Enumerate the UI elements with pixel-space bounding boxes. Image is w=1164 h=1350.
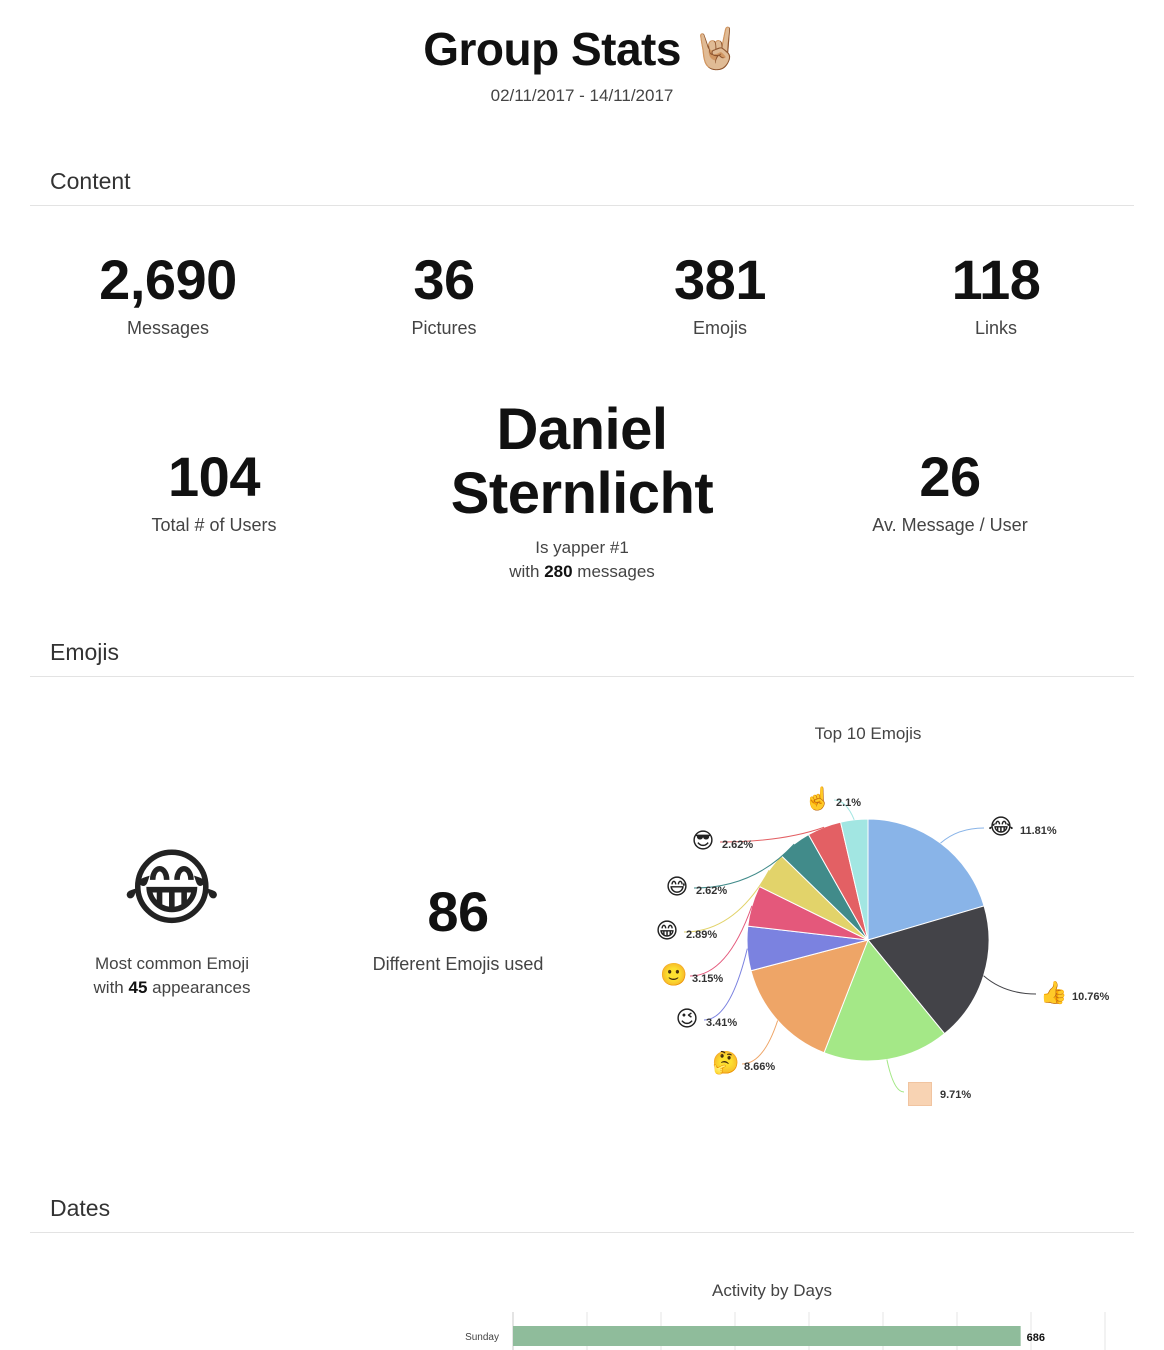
- bar-chart-title: Activity by Days: [712, 1281, 832, 1300]
- pie-label-percent: 2.62%: [722, 839, 754, 851]
- stat-emojis-label: Emojis: [692, 318, 747, 338]
- pie-label-emoji: 🤔: [712, 1050, 740, 1075]
- pie-label-percent: 2.62%: [696, 885, 728, 897]
- stat-avg-label: Av. Message / User: [872, 515, 1028, 535]
- activity-by-days-chart: Sunday 686: [440, 1308, 1140, 1350]
- yapper-caption: Is yapper #1: [535, 538, 629, 557]
- pie-slice[interactable]: [839, 818, 869, 941]
- pie-label-emoji: 😂: [988, 814, 1014, 839]
- section-header-content: Content: [30, 166, 1134, 206]
- bar-chart-svg: Sunday 686: [465, 1312, 1106, 1350]
- stat-different-emojis: 86 Different Emojis used: [348, 884, 568, 975]
- pie-connector: [741, 1020, 779, 1065]
- title-row: Group Stats 🤘🏼: [423, 22, 741, 76]
- pie-connector: [833, 799, 855, 820]
- pie-connector: [683, 869, 770, 933]
- stat-pictures: 36 Pictures: [334, 252, 554, 339]
- tears-of-joy-icon: 😂: [122, 841, 222, 935]
- stat-avg-messages: 26 Av. Message / User: [840, 449, 1060, 536]
- different-emojis-label: Different Emojis used: [372, 954, 544, 974]
- pie-connector: [719, 826, 825, 843]
- yapper-message-count: 280: [544, 562, 573, 581]
- pie-label-percent: 9.71%: [940, 1089, 972, 1101]
- stat-total-users: 104 Total # of Users: [104, 449, 324, 536]
- pie-label-emoji: 🙂: [660, 962, 688, 987]
- stat-pictures-label: Pictures: [411, 318, 477, 338]
- pie-slice[interactable]: [750, 939, 869, 1054]
- top-emojis-pie-chart: 😂 11.81% 👍 10.76% 9.71% 🤔 8.66% 😉 3.41% 🙂 3.15% 😁 2.…: [620, 760, 1140, 1120]
- most-common-caption: Most common Emoji: [95, 954, 249, 973]
- yapper-count-line: with 280 messages: [382, 560, 782, 584]
- appearances-line: with 45 appearances: [62, 976, 282, 1000]
- pie-chart-title: Top 10 Emojis: [814, 724, 922, 743]
- section-title-emojis: Emojis: [50, 639, 120, 665]
- pie-label-emoji: 👍: [1040, 980, 1068, 1005]
- pie-connector: [886, 1059, 905, 1093]
- bar-category-label: Sunday: [465, 1332, 499, 1343]
- yapper-name-first: Daniel: [496, 397, 668, 462]
- appearances-count: 45: [128, 978, 148, 997]
- section-header-dates: Dates: [30, 1193, 1134, 1233]
- section-header-emojis: Emojis: [30, 637, 1134, 677]
- yapper-caption-block: Is yapper #1 with 280 messages: [382, 536, 782, 584]
- yapper-with-text: with: [509, 562, 540, 581]
- stat-links-label: Links: [974, 318, 1018, 338]
- stat-links: 118 Links: [886, 252, 1106, 339]
- pie-connector: [983, 975, 1037, 995]
- pie-label-percent: 3.41%: [706, 1017, 738, 1029]
- yapper-messages-text: messages: [577, 562, 655, 581]
- stat-emojis-value: 381: [674, 248, 766, 311]
- most-common-emoji-stat: 😂 Most common Emoji with 45 appearances: [62, 846, 282, 1000]
- bar-sunday[interactable]: [513, 1326, 1021, 1346]
- pie-label-percent: 2.1%: [836, 797, 862, 809]
- pie-label-percent: 2.89%: [686, 929, 718, 941]
- pie-label-percent: 11.81%: [1020, 825, 1057, 837]
- stat-avg-value: 26: [919, 445, 981, 508]
- section-title-dates: Dates: [50, 1195, 111, 1221]
- bar-value-label: 686: [1027, 1332, 1045, 1344]
- most-common-caption-block: Most common Emoji with 45 appearances: [62, 952, 282, 1000]
- page-title: Group Stats: [423, 23, 681, 75]
- yapper-name-last: Sternlicht: [450, 461, 714, 526]
- appearances-with-text: with: [93, 978, 124, 997]
- pie-connector: [703, 948, 748, 1021]
- stat-total-users-value: 104: [168, 445, 260, 508]
- pie-label-emoji: 😁: [655, 918, 679, 943]
- pie-connector: [940, 827, 985, 844]
- pie-label-percent: 8.66%: [744, 1061, 776, 1073]
- stat-messages: 2,690 Messages: [58, 252, 278, 339]
- pie-label-emoji: ☝️: [804, 786, 832, 811]
- top-yapper: Daniel Sternlicht Is yapper #1 with 280 …: [382, 398, 782, 584]
- pie-slice[interactable]: [867, 818, 985, 941]
- page-header: Group Stats 🤘🏼 02/11/2017 - 14/11/2017: [0, 22, 1164, 106]
- pie-label-emoji: 😅: [665, 874, 689, 899]
- stat-messages-value: 2,690: [99, 248, 237, 311]
- pie-connector: [689, 905, 753, 977]
- section-title-content: Content: [50, 168, 131, 194]
- pie-label-emoji: 😉: [675, 1006, 699, 1031]
- stat-messages-label: Messages: [126, 318, 210, 338]
- appearances-text: appearances: [152, 978, 251, 997]
- different-emojis-value: 86: [427, 880, 489, 943]
- rock-hand-icon: 🤘🏼: [690, 27, 741, 71]
- pie-label-emoji: [908, 1082, 932, 1106]
- date-range: 02/11/2017 - 14/11/2017: [490, 86, 674, 105]
- pie-label-percent: 3.15%: [692, 973, 724, 985]
- stat-pictures-value: 36: [413, 248, 475, 311]
- pie-chart-svg: [683, 799, 1037, 1093]
- stat-emojis: 381 Emojis: [610, 252, 830, 339]
- stat-total-users-label: Total # of Users: [151, 515, 277, 535]
- pie-label-emoji: 😎: [691, 828, 715, 853]
- pie-label-percent: 10.76%: [1072, 991, 1110, 1003]
- pie-connector: [693, 843, 795, 889]
- stat-links-value: 118: [951, 248, 1041, 311]
